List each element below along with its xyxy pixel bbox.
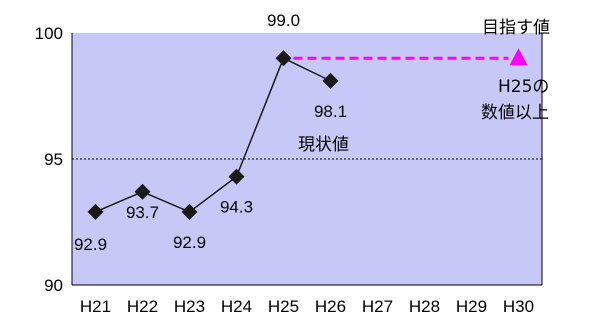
data-point-marker — [181, 203, 198, 220]
y-tick-label: 90 — [44, 276, 63, 295]
target-note-line-1: H25の — [498, 77, 549, 97]
x-tick-label: H28 — [409, 297, 440, 316]
data-label: 94.3 — [220, 198, 253, 217]
target-triangle-marker — [509, 48, 528, 66]
target-note-line-2: 数値以上 — [481, 103, 549, 123]
data-point-marker — [134, 183, 151, 200]
x-tick-label: H22 — [127, 297, 158, 316]
current-value-annotation: 現状値 — [298, 135, 349, 155]
x-tick-label: H26 — [315, 297, 346, 316]
x-tick-label: H25 — [268, 297, 299, 316]
plot-area — [72, 33, 542, 285]
data-label: 98.1 — [314, 102, 347, 121]
series-line — [95, 57, 331, 213]
x-tick-label: H27 — [362, 297, 393, 316]
x-tick-label: H23 — [174, 297, 205, 316]
data-point-marker — [87, 203, 104, 220]
data-label: 92.9 — [74, 235, 107, 254]
y-tick-label: 95 — [44, 150, 63, 169]
data-point-marker — [228, 168, 245, 185]
y-tick-label: 100 — [35, 24, 63, 43]
target-label: 目指す値 — [482, 18, 550, 38]
data-label: 93.7 — [126, 203, 159, 222]
x-tick-label: H24 — [221, 297, 252, 316]
data-point-marker — [275, 50, 292, 67]
data-label: 99.0 — [267, 11, 300, 30]
x-tick-label: H21 — [80, 297, 111, 316]
data-label: 92.9 — [173, 233, 206, 252]
x-tick-label: H29 — [456, 297, 487, 316]
x-tick-label: H30 — [503, 297, 534, 316]
data-point-marker — [322, 72, 339, 89]
